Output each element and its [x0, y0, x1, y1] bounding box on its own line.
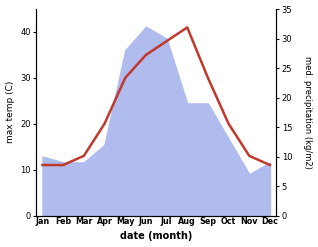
- Y-axis label: med. precipitation (kg/m2): med. precipitation (kg/m2): [303, 56, 313, 169]
- Y-axis label: max temp (C): max temp (C): [5, 81, 15, 144]
- X-axis label: date (month): date (month): [120, 231, 192, 242]
